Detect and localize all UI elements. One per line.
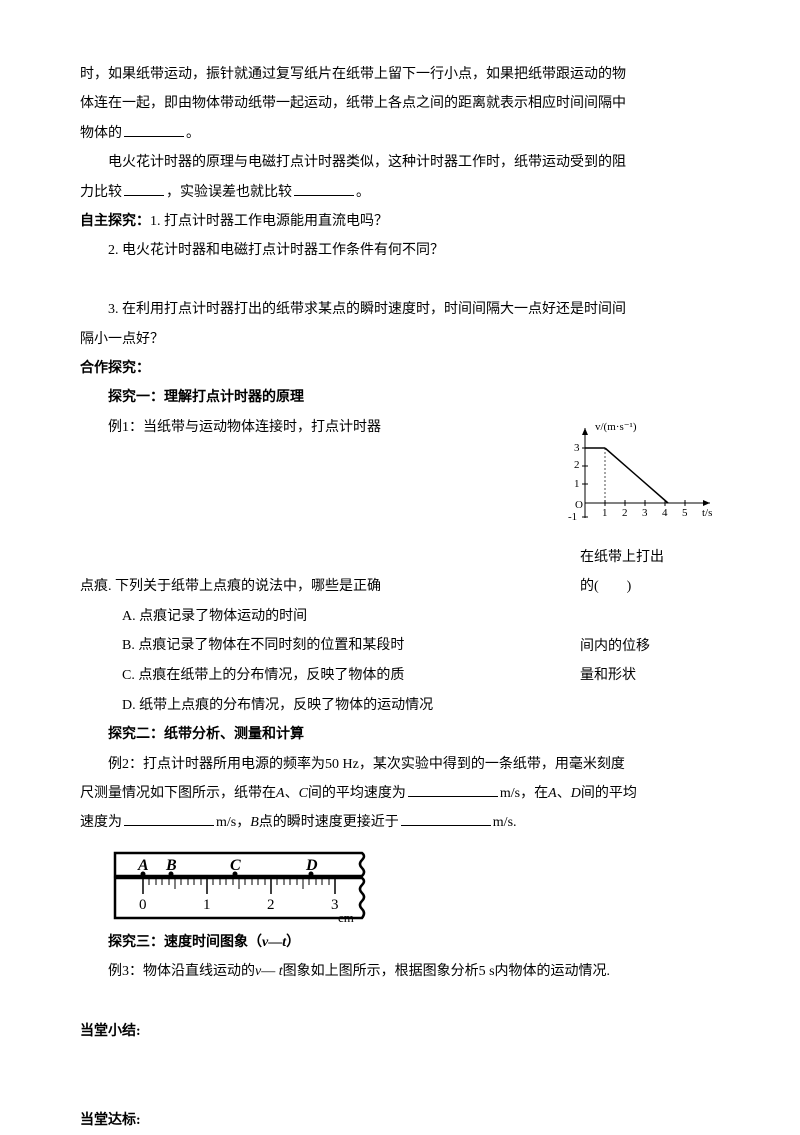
gap-3 (80, 1076, 720, 1106)
e2-l3-p1: 速度为 (80, 815, 122, 830)
self-q1: 1. 打点计时器工作电源能用直流电吗？ (150, 214, 388, 229)
e2-C: C (299, 786, 308, 801)
para2-l2-p2: ，实验误差也就比较 (166, 185, 292, 200)
vt-graph: v/(m·s⁻¹) t/s O 3 2 1 -1 1 2 3 4 5 (560, 418, 720, 538)
e2-sep1: 、 (285, 786, 299, 801)
e2-l2-p1: 尺测量情况如下图所示，纸带在 (80, 786, 276, 801)
e3-p1: 例3：物体沿直线运动的 (108, 964, 255, 979)
gap-line (80, 266, 720, 295)
e2-B: B (250, 815, 259, 830)
svg-text:t/s: t/s (702, 507, 712, 519)
e2-line3: 速度为 m/s，B点的瞬时速度更接近于 m/s. (80, 808, 720, 837)
para1-line2: 体连在一起，即由物体带动纸带一起运动，纸带上各点之间的距离就表示相应时间间隔中 (80, 89, 720, 118)
e2-u2: m/s， (216, 815, 250, 830)
e3-dash: — (268, 935, 282, 950)
svg-text:B: B (165, 857, 177, 874)
blank-3 (294, 182, 354, 196)
para2-line1: 电火花计时器的原理与电磁打点计时器类似，这种计时器工作时，纸带运动受到的阻 (80, 148, 720, 177)
gap-1 (80, 987, 720, 1017)
blank-1 (124, 123, 184, 137)
e3-title-line: 探究三：速度时间图象（v—t） (80, 928, 720, 957)
e2-title: 探究二：纸带分析、测量和计算 (80, 720, 720, 749)
para1-line3-suffix: 。 (186, 126, 200, 141)
e3-p2: 图象如上图所示，根据图象分析5 s内物体的运动情况. (283, 964, 610, 979)
svg-text:4: 4 (662, 507, 668, 519)
blank-4 (408, 783, 498, 797)
ruler-diagram: A B C D (110, 848, 390, 923)
document-content: 时，如果纸带运动，振针就通过复写纸片在纸带上留下一行小点，如果把纸带跟运动的物 … (80, 60, 720, 1135)
e2-line2: 尺测量情况如下图所示，纸带在A、C间的平均速度为m/s，在A、D间的平均 (80, 779, 720, 808)
e1-l1a: 例1：当纸带与运动物体连接时，打点计时器 (108, 420, 381, 435)
para2-l2-p1: 力比较 (80, 185, 122, 200)
e3-end: ） (286, 935, 300, 950)
e2-u3: m/s. (493, 815, 517, 830)
self-explore-line: 自主探究：1. 打点计时器工作电源能用直流电吗？ (80, 207, 720, 236)
para1-line3-prefix: 物体的 (80, 126, 122, 141)
blank-2 (124, 182, 164, 196)
self-q3: 3. 在利用打点计时器打出的纸带求某点的瞬时速度时，时间间隔大一点好还是时间间 (80, 295, 720, 324)
svg-text:-1: -1 (568, 511, 577, 523)
svg-text:v/(m·s⁻¹): v/(m·s⁻¹) (595, 421, 637, 433)
svg-text:1: 1 (574, 478, 580, 490)
e2-u1: m/s，在 (500, 786, 548, 801)
e2-line1: 例2：打点计时器所用电源的频率为50 Hz，某次实验中得到的一条纸带，用毫米刻度 (80, 750, 720, 779)
blank-6 (401, 812, 491, 826)
e1-title: 探究一：理解打点计时器的原理 (80, 383, 720, 412)
svg-text:2: 2 (574, 459, 580, 471)
svg-text:1: 1 (203, 897, 211, 913)
svg-text:C: C (230, 857, 241, 874)
svg-text:2: 2 (267, 897, 275, 913)
svg-text:2: 2 (622, 507, 628, 519)
e2-D: D (571, 786, 581, 801)
self-q2: 2. 电火花计时器和电磁打点计时器工作条件有何不同？ (80, 236, 720, 265)
svg-text:cm: cm (338, 910, 354, 923)
para1-line1: 时，如果纸带运动，振针就通过复写纸片在纸带上留下一行小点，如果把纸带跟运动的物 (80, 60, 720, 89)
optD: D. 纸带上点痕的分布情况，反映了物体的运动情况 (80, 691, 720, 720)
para2-l2-p3: 。 (356, 185, 370, 200)
svg-text:3: 3 (642, 507, 648, 519)
e3-ex-dash: — (261, 964, 279, 979)
e3-title: 探究三：速度时间图象（ (108, 935, 262, 950)
self-explore-title: 自主探究： (80, 214, 150, 229)
svg-text:D: D (305, 857, 318, 874)
self-q3-cont: 隔小一点好？ (80, 325, 720, 354)
svg-text:5: 5 (682, 507, 688, 519)
para2-line2: 力比较 ，实验误差也就比较 。 (80, 178, 720, 207)
test-title: 当堂达标: (80, 1106, 720, 1135)
svg-text:1: 1 (602, 507, 608, 519)
svg-text:A: A (137, 857, 149, 874)
e3-ex: 例3：物体沿直线运动的v— t图象如上图所示，根据图象分析5 s内物体的运动情况… (80, 957, 720, 986)
svg-text:0: 0 (139, 897, 147, 913)
e2-A2: A (548, 786, 557, 801)
e2-l2-p3: 间的平均 (581, 786, 637, 801)
gap-2 (80, 1046, 720, 1076)
optA: A. 点痕记录了物体运动的时间 (80, 602, 720, 631)
e2-l2-p2: 间的平均速度为 (308, 786, 406, 801)
para1-line3: 物体的 。 (80, 119, 720, 148)
svg-text:O: O (575, 499, 583, 511)
blank-5 (124, 812, 214, 826)
coop-title: 合作探究： (80, 354, 720, 383)
e2-l3-p2: 点的瞬时速度更接近于 (259, 815, 399, 830)
summary-title: 当堂小结: (80, 1017, 720, 1046)
e2-sep2: 、 (557, 786, 571, 801)
e2-A: A (276, 786, 285, 801)
svg-text:3: 3 (574, 442, 580, 454)
